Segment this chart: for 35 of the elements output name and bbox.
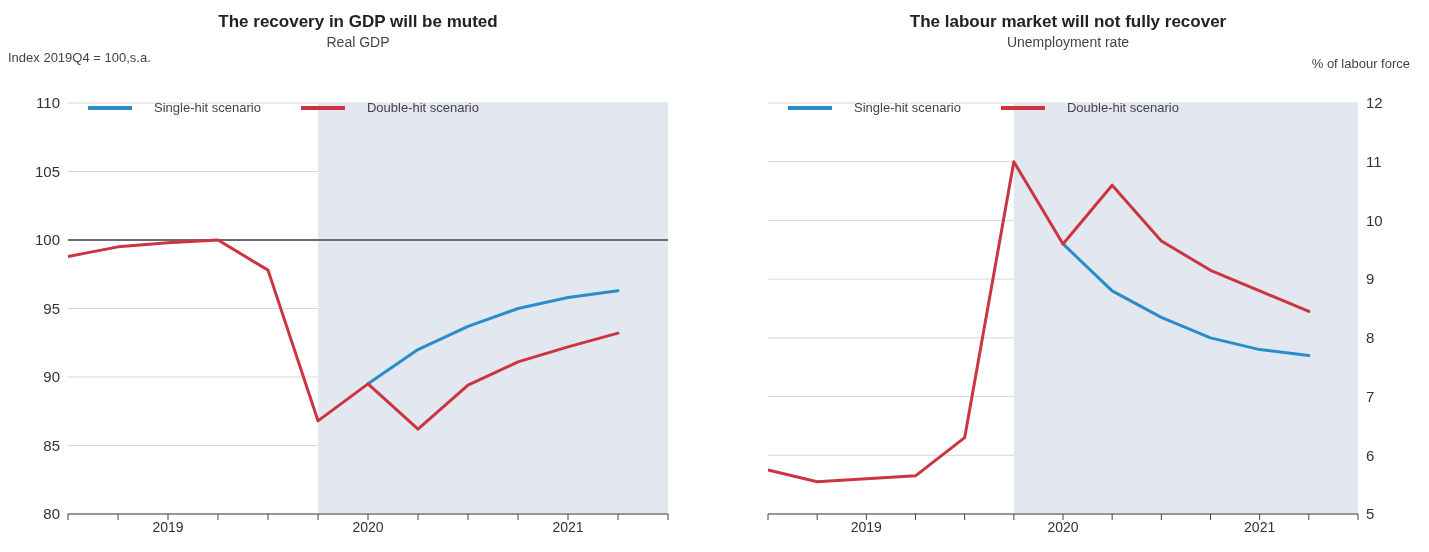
line-series [366, 289, 620, 386]
y-tick-label: 95 [43, 299, 60, 317]
legend-label: Single-hit scenario [853, 100, 961, 115]
y-tick-label: 85 [43, 436, 60, 454]
chart-subtitle: Real GDP [325, 34, 391, 50]
x-tick-label: 2019 [850, 518, 883, 535]
y2-axis-title: % of labour force [1311, 56, 1410, 71]
y2-tick-label: 11 [1366, 153, 1382, 171]
legend-label: Double-hit scenario [1065, 100, 1179, 115]
y-tick-label: 90 [43, 368, 60, 386]
chart-title: The labour market will not fully recover [908, 11, 1228, 32]
line-series [768, 160, 1311, 484]
legend-label: Double-hit scenario [365, 100, 479, 115]
x-tick-label: 2021 [1244, 518, 1276, 535]
y-tick-label: 105 [34, 162, 60, 180]
line-series [1061, 242, 1311, 357]
x-tick-label: 2019 [152, 518, 184, 535]
chart-title: The recovery in GDP will be muted [217, 11, 499, 32]
y-axis-title: Index 2019Q4 = 100,s.a. [8, 50, 151, 65]
y2-tick-label: 8 [1366, 329, 1375, 347]
y2-tick-label: 10 [1366, 211, 1383, 229]
line-series [68, 238, 620, 431]
y-tick-label: 110 [36, 94, 60, 112]
legend-label: Single-hit scenario [153, 100, 261, 115]
y2-tick-label: 9 [1366, 270, 1375, 288]
x-tick-label: 2021 [552, 518, 584, 535]
chart-subtitle: Unemployment rate [1005, 34, 1131, 50]
x-tick-label: 2020 [352, 518, 384, 535]
y-tick-label: 80 [43, 505, 60, 523]
y2-tick-label: 5 [1366, 505, 1375, 523]
y2-tick-label: 6 [1366, 446, 1375, 464]
y2-tick-label: 12 [1366, 94, 1383, 112]
y2-tick-label: 7 [1366, 387, 1375, 405]
x-tick-label: 2020 [1047, 518, 1079, 535]
y-tick-label: 100 [34, 231, 60, 249]
